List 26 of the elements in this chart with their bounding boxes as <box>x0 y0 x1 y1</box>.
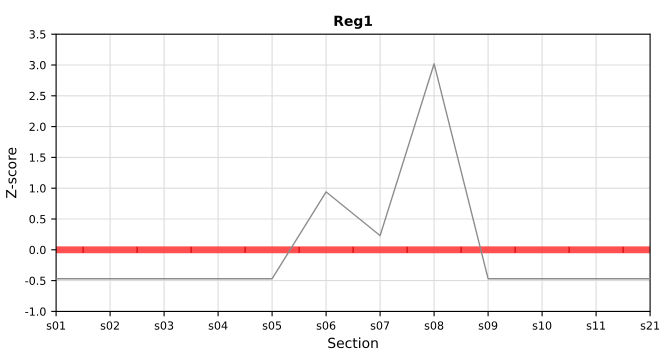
y-tick-label: 3.0 <box>30 60 46 70</box>
x-tick-label: s03 <box>154 321 174 330</box>
x-tick-label: s05 <box>262 321 282 330</box>
y-tick-label: 0.5 <box>29 214 46 224</box>
x-tick-label: s21 <box>640 321 660 330</box>
y-tick-label: 1.0 <box>30 184 46 193</box>
line-series <box>56 63 650 280</box>
x-axis-title: Section <box>328 337 378 348</box>
x-tick-label: s11 <box>586 321 606 330</box>
x-tick-label: s06 <box>316 321 336 330</box>
chart-title: Reg1 <box>334 16 372 29</box>
x-tick-label: s04 <box>208 321 228 330</box>
y-tick-label: 0.0 <box>29 246 46 254</box>
x-tick-label: s07 <box>370 321 390 330</box>
y-tick-label: 2.0 <box>30 122 46 131</box>
x-tick-label: s08 <box>424 321 444 330</box>
y-tick-label: -1.0 <box>25 307 46 316</box>
x-tick-label: s10 <box>532 321 552 330</box>
y-axis-title: Z-score <box>6 148 16 198</box>
x-tick-label: s09 <box>478 321 498 330</box>
y-tick-label: 1.5 <box>30 154 46 162</box>
y-tick-label: 2.5 <box>30 92 46 100</box>
x-tick-label: s01 <box>46 321 66 330</box>
y-tick-label: 3.5 <box>30 30 46 39</box>
x-tick-label: s02 <box>100 321 119 330</box>
y-tick-label: -0.5 <box>25 276 46 285</box>
